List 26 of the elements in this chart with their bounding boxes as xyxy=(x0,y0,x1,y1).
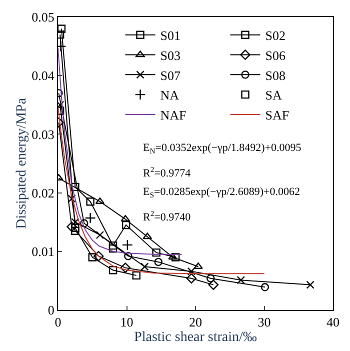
legend-label: S03 xyxy=(160,48,180,63)
x-tick-label: 20 xyxy=(189,314,202,330)
y-tick-label: 0.05 xyxy=(32,10,54,25)
legend-label: SAF xyxy=(265,108,290,123)
legend-label: S06 xyxy=(265,48,286,63)
x-tick-label: 40 xyxy=(326,314,340,330)
annotation: E$_{N}$=0.0352exp(−γp/1.8492)+0.0095 xyxy=(143,142,302,156)
annotation: R$^{2}$=0.9774 xyxy=(143,165,192,180)
annotation: E$_{S}$=0.0285exp(−γp/2.6089)+0.0062 xyxy=(143,186,300,200)
y-tick-label: 0.02 xyxy=(32,185,54,200)
y-tick-label: 0.01 xyxy=(32,244,54,259)
legend-label: NA xyxy=(160,88,180,103)
legend-label: S08 xyxy=(265,68,286,83)
y-tick-label: 0.03 xyxy=(32,126,54,142)
x-tick-label: 30 xyxy=(258,314,271,330)
y-tick-label: 0 xyxy=(48,302,54,318)
legend-label: S01 xyxy=(160,28,180,43)
annotation: R$^{2}$=0.9740 xyxy=(143,209,192,224)
legend-label: S07 xyxy=(160,68,181,83)
legend-label: SA xyxy=(265,88,282,103)
x-axis-title: Plastic shear strain/‰ xyxy=(134,330,257,345)
legend-label: S02 xyxy=(265,28,286,43)
y-tick-label: 0.04 xyxy=(32,68,55,84)
legend-label: NAF xyxy=(160,108,186,123)
x-tick-label: 10 xyxy=(120,314,134,330)
y-axis-title: Dissipated energy/MPa xyxy=(14,97,30,229)
